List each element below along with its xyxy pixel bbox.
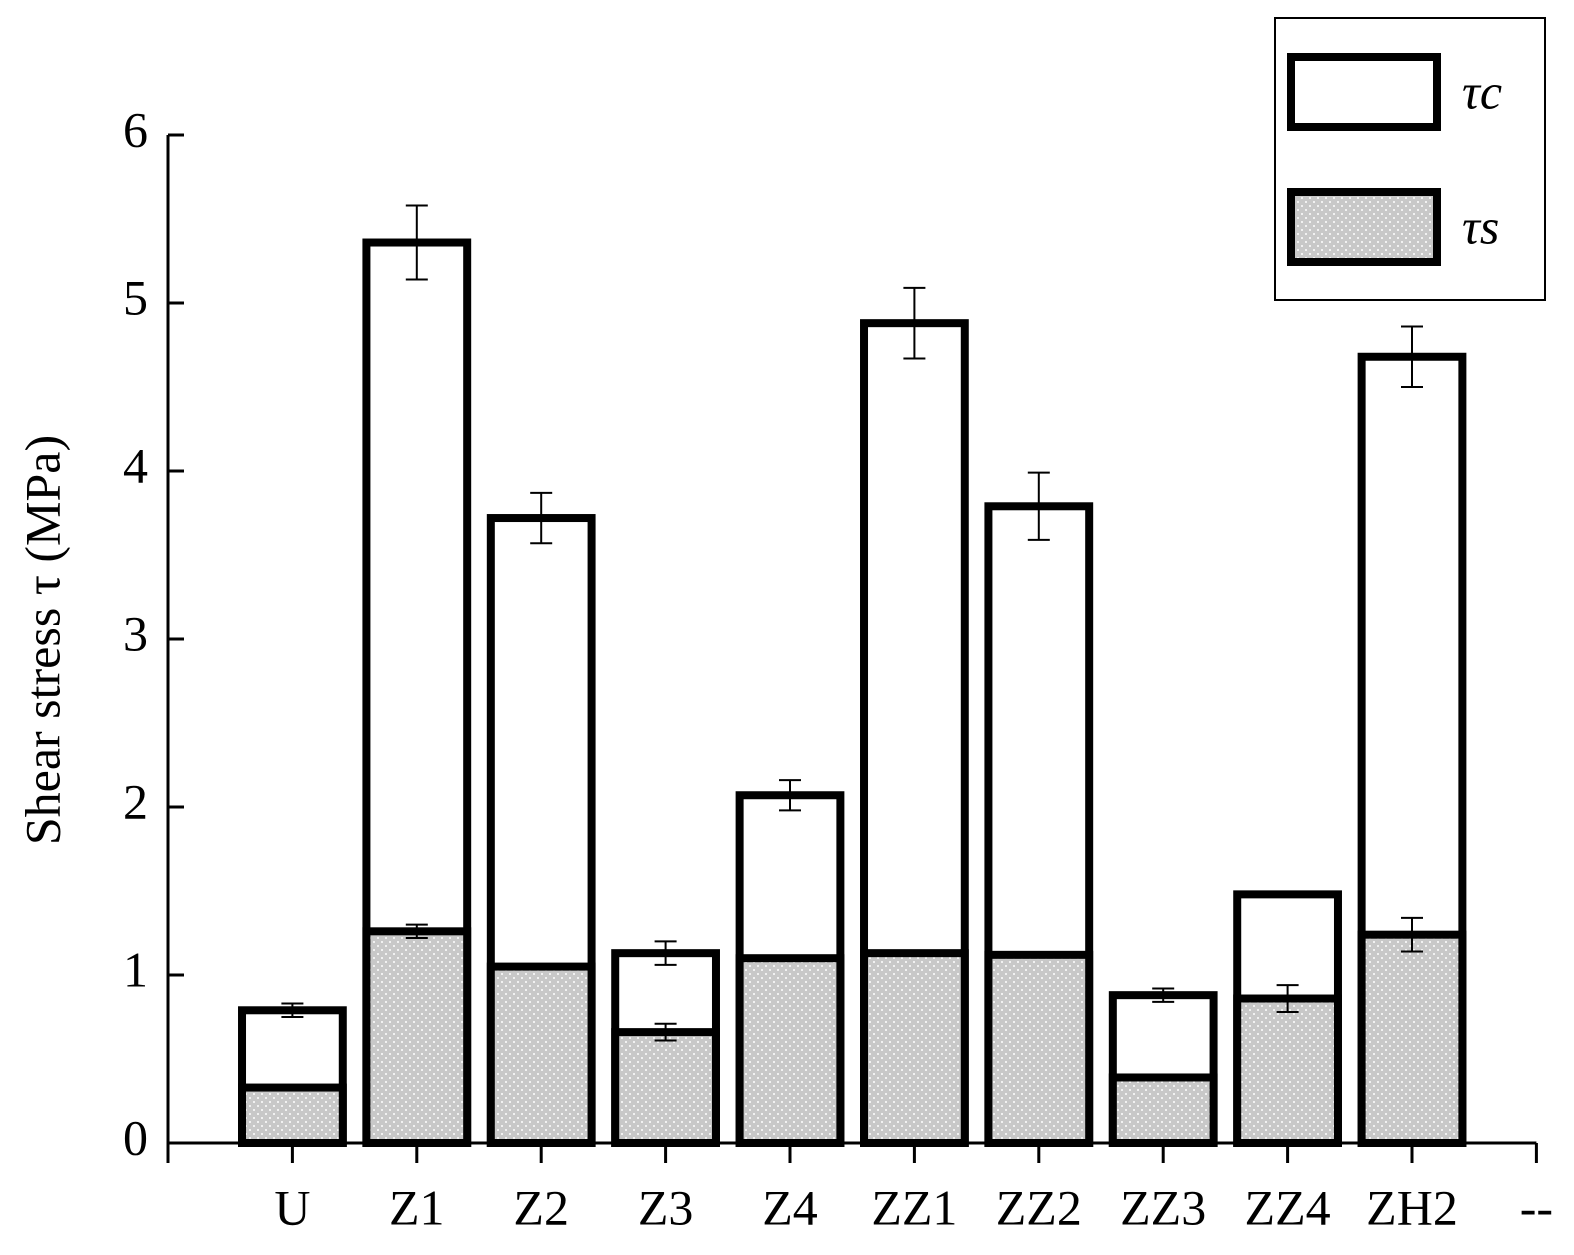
legend-swatch [1287,53,1441,131]
error-bar [1152,987,1175,1003]
bar [1357,930,1467,1147]
error-bar [779,779,801,812]
x-tick-label: ZH2 [1366,1179,1458,1235]
error-bar [405,204,428,281]
y-tick-label: 2 [123,773,148,829]
x-tick-label: Z4 [762,1179,818,1235]
y-tick-label: 5 [123,269,148,325]
legend-swatch [1287,188,1441,266]
x-tick-label: Z3 [638,1179,694,1235]
error-bar [903,286,926,360]
bar [486,962,596,1147]
error-bar [654,1022,677,1042]
error-bar [1401,325,1423,388]
bar [1233,994,1342,1148]
bar [860,949,969,1147]
y-tick-label: 6 [123,101,148,157]
error-bar [1401,916,1423,953]
error-bar [1027,471,1050,541]
error-bar [405,923,428,940]
error-bar [281,1002,304,1018]
bar [735,954,845,1148]
y-tick-label: 3 [123,605,148,661]
y-tick-label: 0 [123,1109,148,1165]
error-bar [654,940,677,966]
bar [238,1083,347,1148]
legend-label: τc [1462,63,1502,119]
y-tick-label: 4 [123,437,148,493]
x-tick-label: ZZ3 [1120,1179,1206,1235]
error-bar [1276,984,1299,1013]
x-tick-label: -- [1520,1179,1553,1235]
y-tick-label: 1 [123,941,148,997]
bar [1108,1073,1218,1147]
bar [362,927,472,1147]
y-axis-label: Shear stress τ (MPa) [14,435,70,845]
error-bar [530,491,553,545]
bar [984,950,1094,1148]
x-tick-label: ZZ1 [871,1179,957,1235]
x-tick-label: ZZ4 [1245,1179,1331,1235]
x-tick-label: U [274,1179,310,1235]
x-tick-label: ZZ2 [996,1179,1082,1235]
bar [611,1028,720,1147]
legend-label: τs [1462,198,1499,254]
error-bar [779,955,801,961]
x-tick-label: Z1 [389,1179,445,1235]
x-tick-label: Z2 [513,1179,569,1235]
